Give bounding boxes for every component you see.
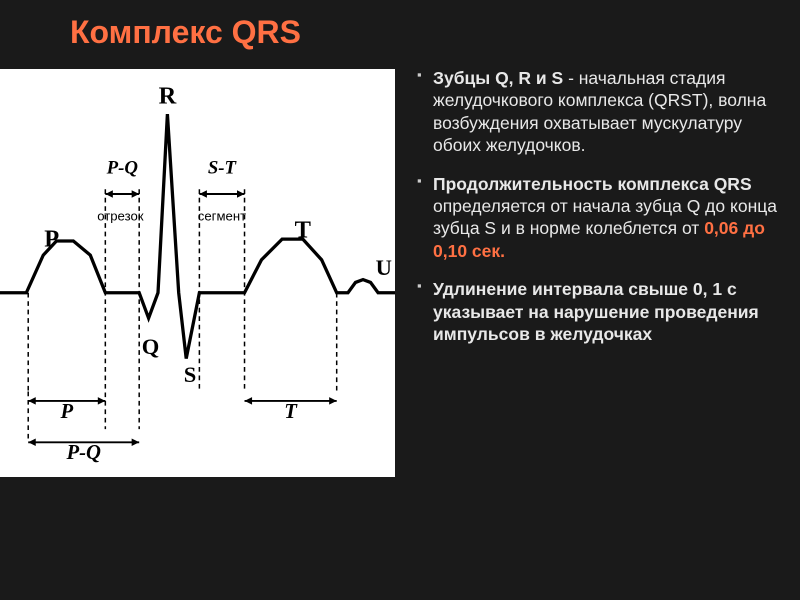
bullet-list: Зубцы Q, R и S - начальная стадия желудо… xyxy=(417,67,786,345)
label-T-interval: T xyxy=(284,401,298,423)
bullet-3-text: Удлинение интервала свыше 0, 1 с указыва… xyxy=(433,279,759,344)
bullet-3: Удлинение интервала свыше 0, 1 с указыва… xyxy=(417,278,786,345)
slide-container: Комплекс QRS R P xyxy=(0,0,800,600)
label-segment: сегмент xyxy=(198,208,246,223)
ecg-diagram-container: R P T U Q S P-Q отрезок S-T xyxy=(0,59,395,600)
label-Q: Q xyxy=(142,334,160,359)
label-U: U xyxy=(376,255,392,280)
ecg-diagram: R P T U Q S P-Q отрезок S-T xyxy=(0,69,395,477)
label-ST-seg: S-T xyxy=(208,157,238,178)
diagram-bg xyxy=(0,81,395,465)
bullet-2-lead: Продолжительность комплекса QRS xyxy=(433,174,752,194)
label-PQ-interval: P-Q xyxy=(65,442,101,464)
label-otrezok: отрезок xyxy=(97,208,144,223)
slide-title: Комплекс QRS xyxy=(0,0,800,59)
bullet-2: Продолжительность комплекса QRS определя… xyxy=(417,173,786,263)
bullet-1-lead: Зубцы Q, R и S xyxy=(433,68,563,88)
label-T: T xyxy=(295,216,311,243)
content-row: R P T U Q S P-Q отрезок S-T xyxy=(0,59,800,600)
label-R: R xyxy=(159,83,177,110)
label-PQ-seg: P-Q xyxy=(106,157,139,178)
label-S: S xyxy=(184,362,197,387)
bullet-list-container: Зубцы Q, R и S - начальная стадия желудо… xyxy=(395,59,800,600)
label-P: P xyxy=(44,226,59,253)
label-P-interval: P xyxy=(59,401,73,423)
bullet-1: Зубцы Q, R и S - начальная стадия желудо… xyxy=(417,67,786,157)
